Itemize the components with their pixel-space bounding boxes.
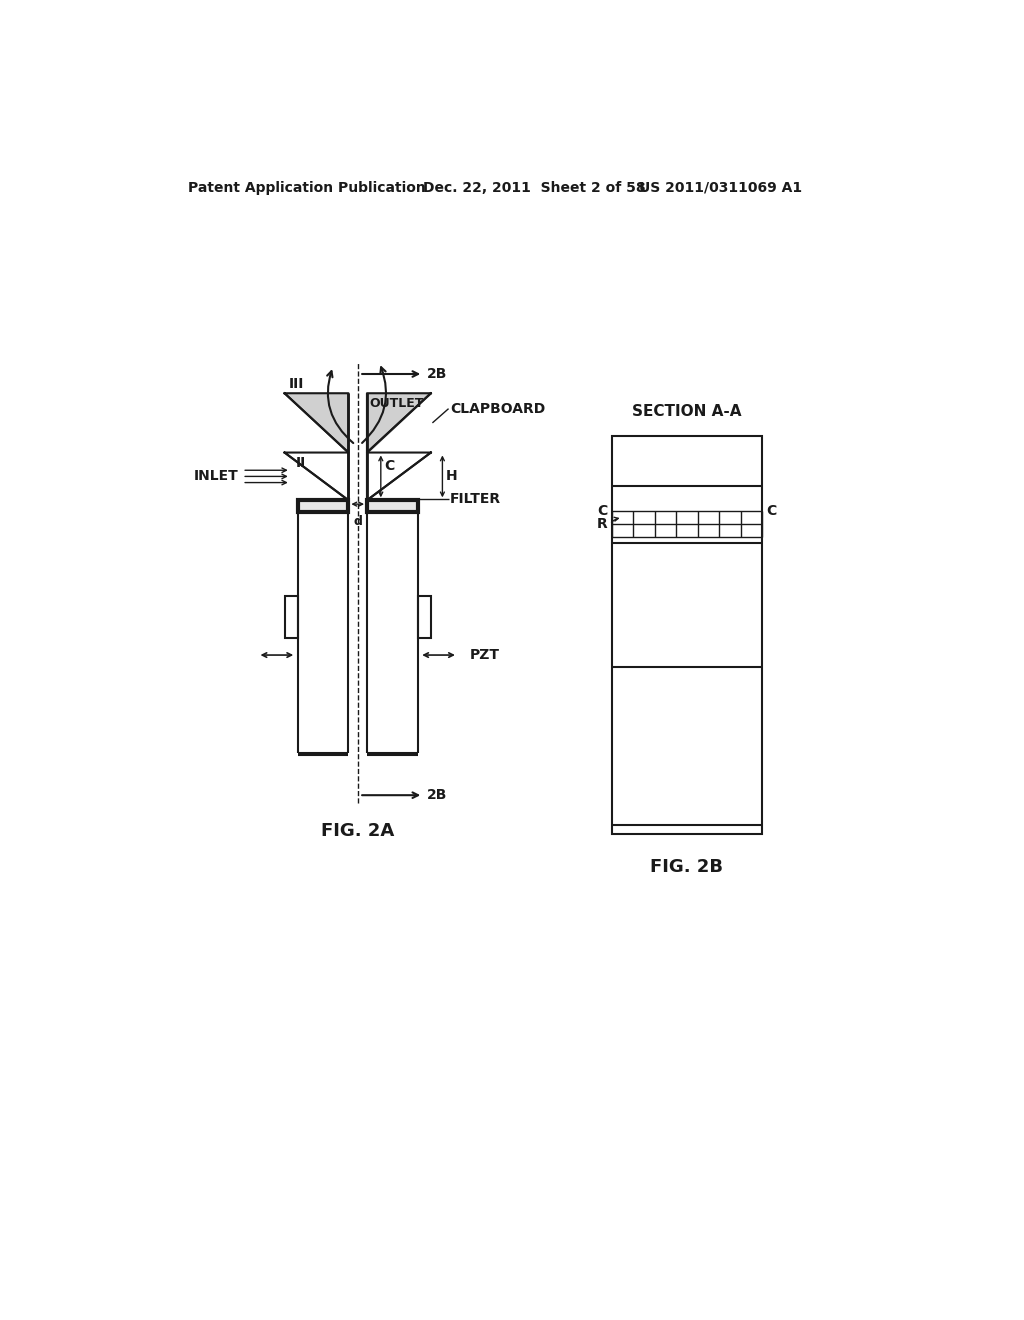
Text: d: d xyxy=(353,515,362,528)
Bar xyxy=(611,436,762,834)
Text: CLAPBOARD: CLAPBOARD xyxy=(451,401,546,416)
Text: H: H xyxy=(445,470,457,483)
Text: 2B: 2B xyxy=(427,367,447,381)
Text: INLET: INLET xyxy=(194,470,239,483)
Polygon shape xyxy=(367,393,431,453)
Text: C: C xyxy=(766,504,776,517)
Text: R: R xyxy=(597,517,608,531)
Text: Dec. 22, 2011  Sheet 2 of 58: Dec. 22, 2011 Sheet 2 of 58 xyxy=(423,181,646,194)
Bar xyxy=(285,595,298,638)
Text: OUTLET: OUTLET xyxy=(370,397,424,411)
Text: SECTION A-A: SECTION A-A xyxy=(632,404,741,418)
Bar xyxy=(367,500,418,512)
Text: Patent Application Publication: Patent Application Publication xyxy=(188,181,426,194)
Bar xyxy=(298,500,348,512)
Text: PZT: PZT xyxy=(469,648,500,663)
Text: FIG. 2B: FIG. 2B xyxy=(650,858,723,875)
Bar xyxy=(418,595,431,638)
Text: 2B: 2B xyxy=(427,788,447,803)
Text: FILTER: FILTER xyxy=(451,492,501,506)
Text: C: C xyxy=(384,458,394,473)
Text: US 2011/0311069 A1: US 2011/0311069 A1 xyxy=(639,181,802,194)
Text: II: II xyxy=(296,457,306,470)
Text: C: C xyxy=(598,504,608,517)
Polygon shape xyxy=(285,393,348,453)
Text: III: III xyxy=(289,378,304,391)
Text: FIG. 2A: FIG. 2A xyxy=(322,822,394,840)
